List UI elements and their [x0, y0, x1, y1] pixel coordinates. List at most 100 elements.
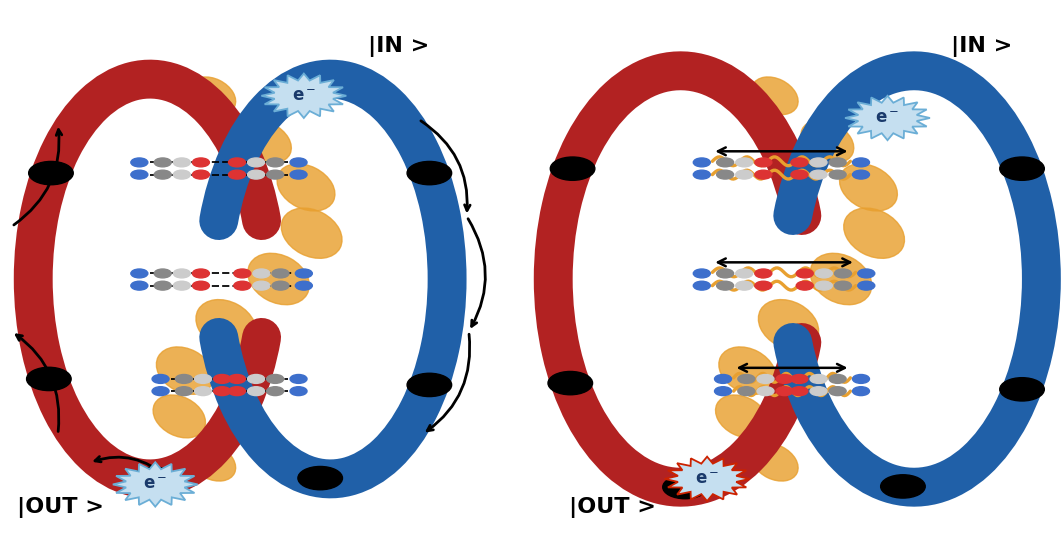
Ellipse shape	[719, 347, 776, 395]
Ellipse shape	[839, 164, 897, 211]
Circle shape	[829, 374, 846, 383]
Circle shape	[694, 269, 711, 278]
Circle shape	[290, 374, 307, 383]
Circle shape	[234, 281, 251, 290]
Ellipse shape	[844, 208, 904, 258]
Circle shape	[131, 170, 148, 179]
Circle shape	[717, 158, 734, 167]
Circle shape	[296, 269, 313, 278]
Circle shape	[810, 170, 827, 179]
Circle shape	[195, 387, 212, 396]
Circle shape	[272, 281, 289, 290]
Text: e$^-$: e$^-$	[876, 109, 900, 127]
Circle shape	[754, 281, 771, 290]
Text: e$^-$: e$^-$	[144, 475, 167, 493]
Circle shape	[735, 170, 752, 179]
Circle shape	[737, 387, 754, 396]
Circle shape	[754, 158, 771, 167]
Circle shape	[173, 170, 190, 179]
Circle shape	[694, 158, 711, 167]
Circle shape	[173, 281, 190, 290]
Circle shape	[1000, 378, 1045, 401]
Text: e$^-$: e$^-$	[695, 470, 719, 488]
Circle shape	[717, 269, 734, 278]
Circle shape	[248, 170, 265, 179]
Circle shape	[776, 387, 793, 396]
Text: |OUT >: |OUT >	[569, 497, 656, 518]
Circle shape	[131, 269, 148, 278]
Circle shape	[229, 374, 246, 383]
Circle shape	[663, 475, 708, 499]
Circle shape	[290, 387, 307, 396]
Text: |OUT >: |OUT >	[17, 497, 104, 518]
Ellipse shape	[189, 77, 235, 114]
Circle shape	[290, 170, 307, 179]
Circle shape	[253, 281, 270, 290]
Circle shape	[229, 170, 246, 179]
Circle shape	[810, 158, 827, 167]
Ellipse shape	[801, 120, 853, 163]
Circle shape	[408, 161, 451, 185]
Circle shape	[408, 373, 451, 397]
Circle shape	[834, 269, 851, 278]
Polygon shape	[113, 462, 198, 507]
Circle shape	[173, 158, 190, 167]
Circle shape	[757, 374, 774, 383]
Circle shape	[757, 387, 774, 396]
Circle shape	[834, 281, 851, 290]
Circle shape	[131, 281, 148, 290]
Circle shape	[154, 170, 171, 179]
Circle shape	[858, 281, 875, 290]
Ellipse shape	[759, 300, 818, 350]
Circle shape	[694, 281, 711, 290]
Circle shape	[815, 269, 832, 278]
Circle shape	[193, 170, 210, 179]
Polygon shape	[845, 96, 930, 140]
Ellipse shape	[238, 120, 292, 163]
Circle shape	[296, 281, 313, 290]
Circle shape	[694, 170, 711, 179]
Circle shape	[735, 281, 752, 290]
Text: |IN >: |IN >	[951, 36, 1013, 57]
Circle shape	[791, 374, 808, 383]
Circle shape	[548, 372, 593, 395]
Circle shape	[829, 170, 846, 179]
Circle shape	[267, 158, 284, 167]
Ellipse shape	[156, 347, 214, 395]
Circle shape	[253, 269, 270, 278]
Circle shape	[229, 387, 246, 396]
Circle shape	[852, 374, 869, 383]
Circle shape	[796, 269, 813, 278]
Ellipse shape	[196, 300, 256, 350]
Circle shape	[791, 158, 808, 167]
Circle shape	[717, 170, 734, 179]
Ellipse shape	[189, 444, 235, 481]
Ellipse shape	[281, 208, 342, 258]
Circle shape	[810, 387, 827, 396]
Circle shape	[1000, 157, 1045, 180]
Circle shape	[737, 374, 754, 383]
Circle shape	[267, 170, 284, 179]
Polygon shape	[665, 456, 749, 501]
Circle shape	[234, 269, 251, 278]
Circle shape	[735, 158, 752, 167]
Circle shape	[776, 374, 793, 383]
Circle shape	[735, 269, 752, 278]
Circle shape	[267, 374, 284, 383]
Ellipse shape	[248, 253, 310, 305]
Circle shape	[154, 281, 171, 290]
Circle shape	[193, 281, 210, 290]
Circle shape	[195, 374, 212, 383]
Circle shape	[272, 269, 289, 278]
Ellipse shape	[751, 77, 798, 114]
Text: |IN >: |IN >	[367, 36, 429, 57]
Circle shape	[791, 170, 808, 179]
Circle shape	[717, 281, 734, 290]
Circle shape	[290, 158, 307, 167]
Circle shape	[852, 387, 869, 396]
Circle shape	[852, 158, 869, 167]
Circle shape	[829, 158, 846, 167]
Circle shape	[193, 269, 210, 278]
Circle shape	[29, 161, 73, 185]
Text: ʼ: ʼ	[541, 311, 547, 330]
